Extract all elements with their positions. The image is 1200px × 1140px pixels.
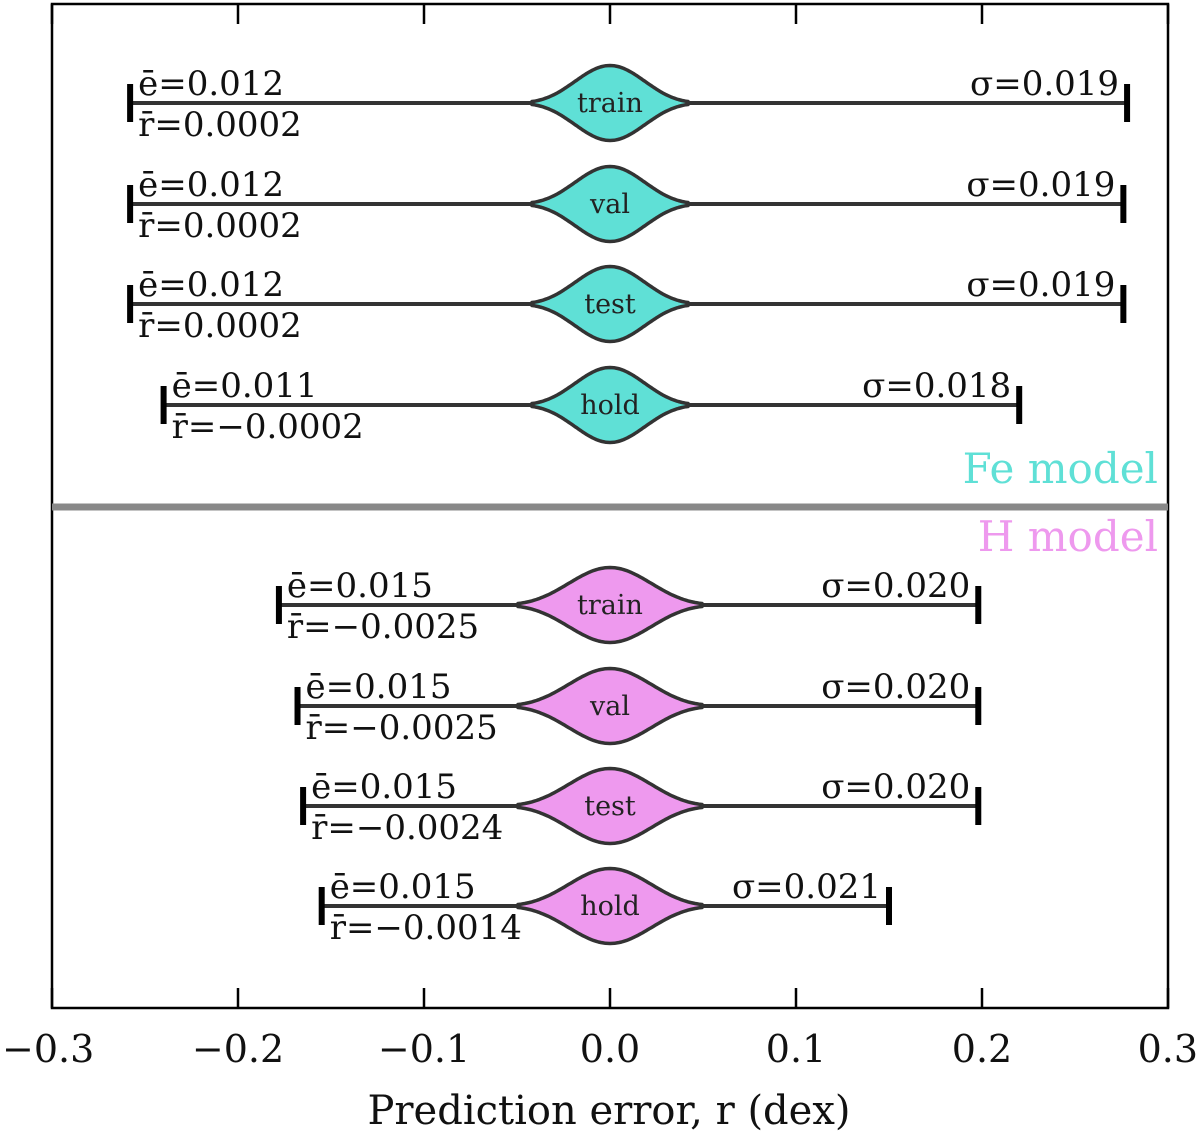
mean-abs-error-label: ē=0.015 — [330, 867, 476, 907]
mean-residual-label: r̄=−0.0014 — [330, 908, 522, 948]
mean-residual-label: r̄=0.0002 — [138, 206, 302, 246]
x-tick-label: 0.3 — [1138, 1027, 1198, 1071]
sigma-label: σ=0.021 — [732, 867, 881, 907]
mean-residual-label: r̄=0.0002 — [138, 105, 302, 145]
x-tick-label: −0.3 — [2, 1027, 94, 1071]
x-tick-label: 0.0 — [580, 1027, 640, 1071]
mean-abs-error-label: ē=0.012 — [138, 165, 284, 205]
sigma-label: σ=0.020 — [821, 767, 970, 807]
mean-residual-label: r̄=−0.0025 — [287, 607, 479, 647]
sigma-label: σ=0.020 — [821, 667, 970, 707]
sigma-label: σ=0.019 — [970, 64, 1119, 104]
x-tick-label: −0.2 — [192, 1027, 284, 1071]
mean-abs-error-label: ē=0.012 — [138, 64, 284, 104]
violin-body — [516, 766, 704, 846]
violin-label: val — [589, 691, 630, 722]
sigma-label: σ=0.018 — [862, 366, 1011, 406]
mean-abs-error-label: ē=0.015 — [311, 767, 457, 807]
x-tick-label: 0.2 — [952, 1027, 1012, 1071]
violin-label: train — [577, 590, 643, 621]
sigma-label: σ=0.020 — [821, 566, 970, 606]
sigma-label: σ=0.019 — [966, 165, 1115, 205]
violin-body — [516, 565, 704, 645]
mean-abs-error-label: ē=0.011 — [172, 366, 318, 406]
mean-abs-error-label: ē=0.015 — [287, 566, 433, 606]
mean-residual-label: r̄=0.0002 — [138, 306, 302, 346]
violin-body — [530, 365, 690, 445]
violin-body — [516, 666, 704, 746]
violin-label: test — [584, 289, 636, 320]
violin-body — [516, 866, 704, 946]
violin-body — [530, 264, 690, 344]
mean-abs-error-label: ē=0.015 — [306, 667, 452, 707]
violin-body — [530, 164, 690, 244]
model-label: H model — [978, 512, 1158, 561]
model-label: Fe model — [963, 444, 1158, 493]
violin-label: hold — [580, 891, 640, 922]
x-tick-label: −0.1 — [378, 1027, 470, 1071]
mean-abs-error-label: ē=0.012 — [138, 265, 284, 305]
x-tick-label: 0.1 — [766, 1027, 826, 1071]
violin-label: val — [589, 189, 630, 220]
sigma-label: σ=0.019 — [966, 265, 1115, 305]
mean-residual-label: r̄=−0.0025 — [306, 708, 498, 748]
violin-body — [530, 63, 690, 143]
mean-residual-label: r̄=−0.0002 — [172, 407, 364, 447]
x-axis-label: Prediction error, r (dex) — [368, 1088, 851, 1134]
violin-label: train — [577, 88, 643, 119]
violin-label: test — [584, 791, 636, 822]
mean-residual-label: r̄=−0.0024 — [311, 808, 503, 848]
violin-label: hold — [580, 390, 640, 421]
